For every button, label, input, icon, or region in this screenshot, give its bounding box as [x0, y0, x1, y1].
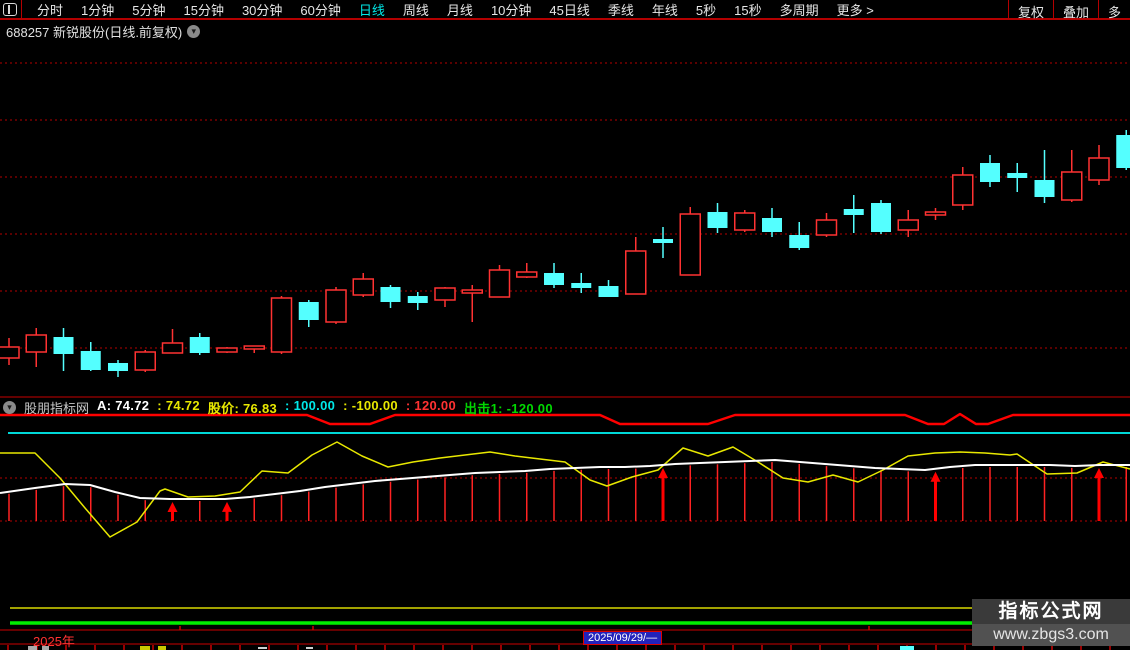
indicator-value: 出击1: -120.00	[464, 401, 553, 416]
sidebar-toggle-icon[interactable]	[3, 2, 17, 16]
date-crosshair-label: 2025/09/29/—	[583, 631, 663, 645]
indicator-value: : -100.00	[343, 398, 398, 413]
tab-period[interactable]: 15分钟	[183, 2, 224, 18]
tab-period[interactable]: 30分钟	[241, 2, 283, 18]
tab-period[interactable]: 更多 >	[836, 2, 874, 18]
tab-period[interactable]: 45日线	[549, 2, 590, 18]
toolbar-separator	[21, 0, 22, 19]
indicator-value: : 120.00	[405, 398, 456, 413]
tab-period[interactable]: 分时	[37, 2, 64, 18]
stock-title-row: 688257 新锐股份(日线.前复权)	[6, 22, 201, 41]
indicator-header: 股朋指标网 A: 74.72 : 74.72 股价: 76.83 : 100.00 : …	[3, 398, 553, 417]
indicator-value: 股价: 76.83	[207, 401, 278, 416]
tab-period[interactable]: 季线	[607, 2, 634, 18]
indicator-collapse-icon[interactable]	[3, 401, 16, 414]
period-tabs: 分时 1分钟 5分钟 15分钟 30分钟 60分钟 日线 周线 月线 10分钟 45日线 季线 年线 5秒…	[22, 0, 883, 19]
tab-period[interactable]: 月线	[446, 2, 473, 18]
tab-period[interactable]: 60分钟	[300, 2, 341, 18]
indicator-value: A: 74.72	[97, 398, 150, 413]
watermark: 指标公式网 www.zbgs3.com	[972, 599, 1130, 646]
toolbar-right-group: 复权 叠加多	[1007, 0, 1130, 20]
indicator-value: : 74.72	[157, 398, 200, 413]
indicator-name: 股朋指标网	[24, 401, 90, 416]
indicator-value: : 100.00	[285, 398, 336, 413]
period-toolbar: 分时 1分钟 5分钟 15分钟 30分钟 60分钟 日线 周线 月线 10分钟 45日线 季线 年线 5秒…	[0, 0, 1130, 20]
tab-period[interactable]: 5秒	[695, 2, 717, 18]
year-axis-label: 2025年	[33, 634, 75, 649]
watermark-url: www.zbgs3.com	[972, 624, 1130, 646]
tab-period[interactable]: 年线	[651, 2, 678, 18]
stock-title: 688257 新锐股份(日线.前复权)	[6, 25, 183, 40]
tab-period[interactable]: 1分钟	[81, 2, 115, 18]
tab-period[interactable]: 多周期	[779, 2, 819, 18]
tab-period[interactable]: 10分钟	[490, 2, 532, 18]
tab-period[interactable]: 周线	[402, 2, 429, 18]
toolbar-action[interactable]: 叠加	[1052, 0, 1098, 20]
tab-period[interactable]: 5分钟	[132, 2, 166, 18]
tab-period[interactable]: 日线	[358, 2, 385, 18]
indicator-values: A: 74.72 : 74.72 股价: 76.83 : 100.00 : -100.0…	[97, 398, 553, 417]
toolbar-action[interactable]: 复权	[1007, 0, 1053, 20]
chevron-down-icon[interactable]	[187, 25, 201, 38]
tab-period[interactable]: 15秒	[734, 2, 762, 18]
watermark-title: 指标公式网	[972, 599, 1130, 624]
toolbar-action[interactable]: 多	[1097, 0, 1130, 20]
